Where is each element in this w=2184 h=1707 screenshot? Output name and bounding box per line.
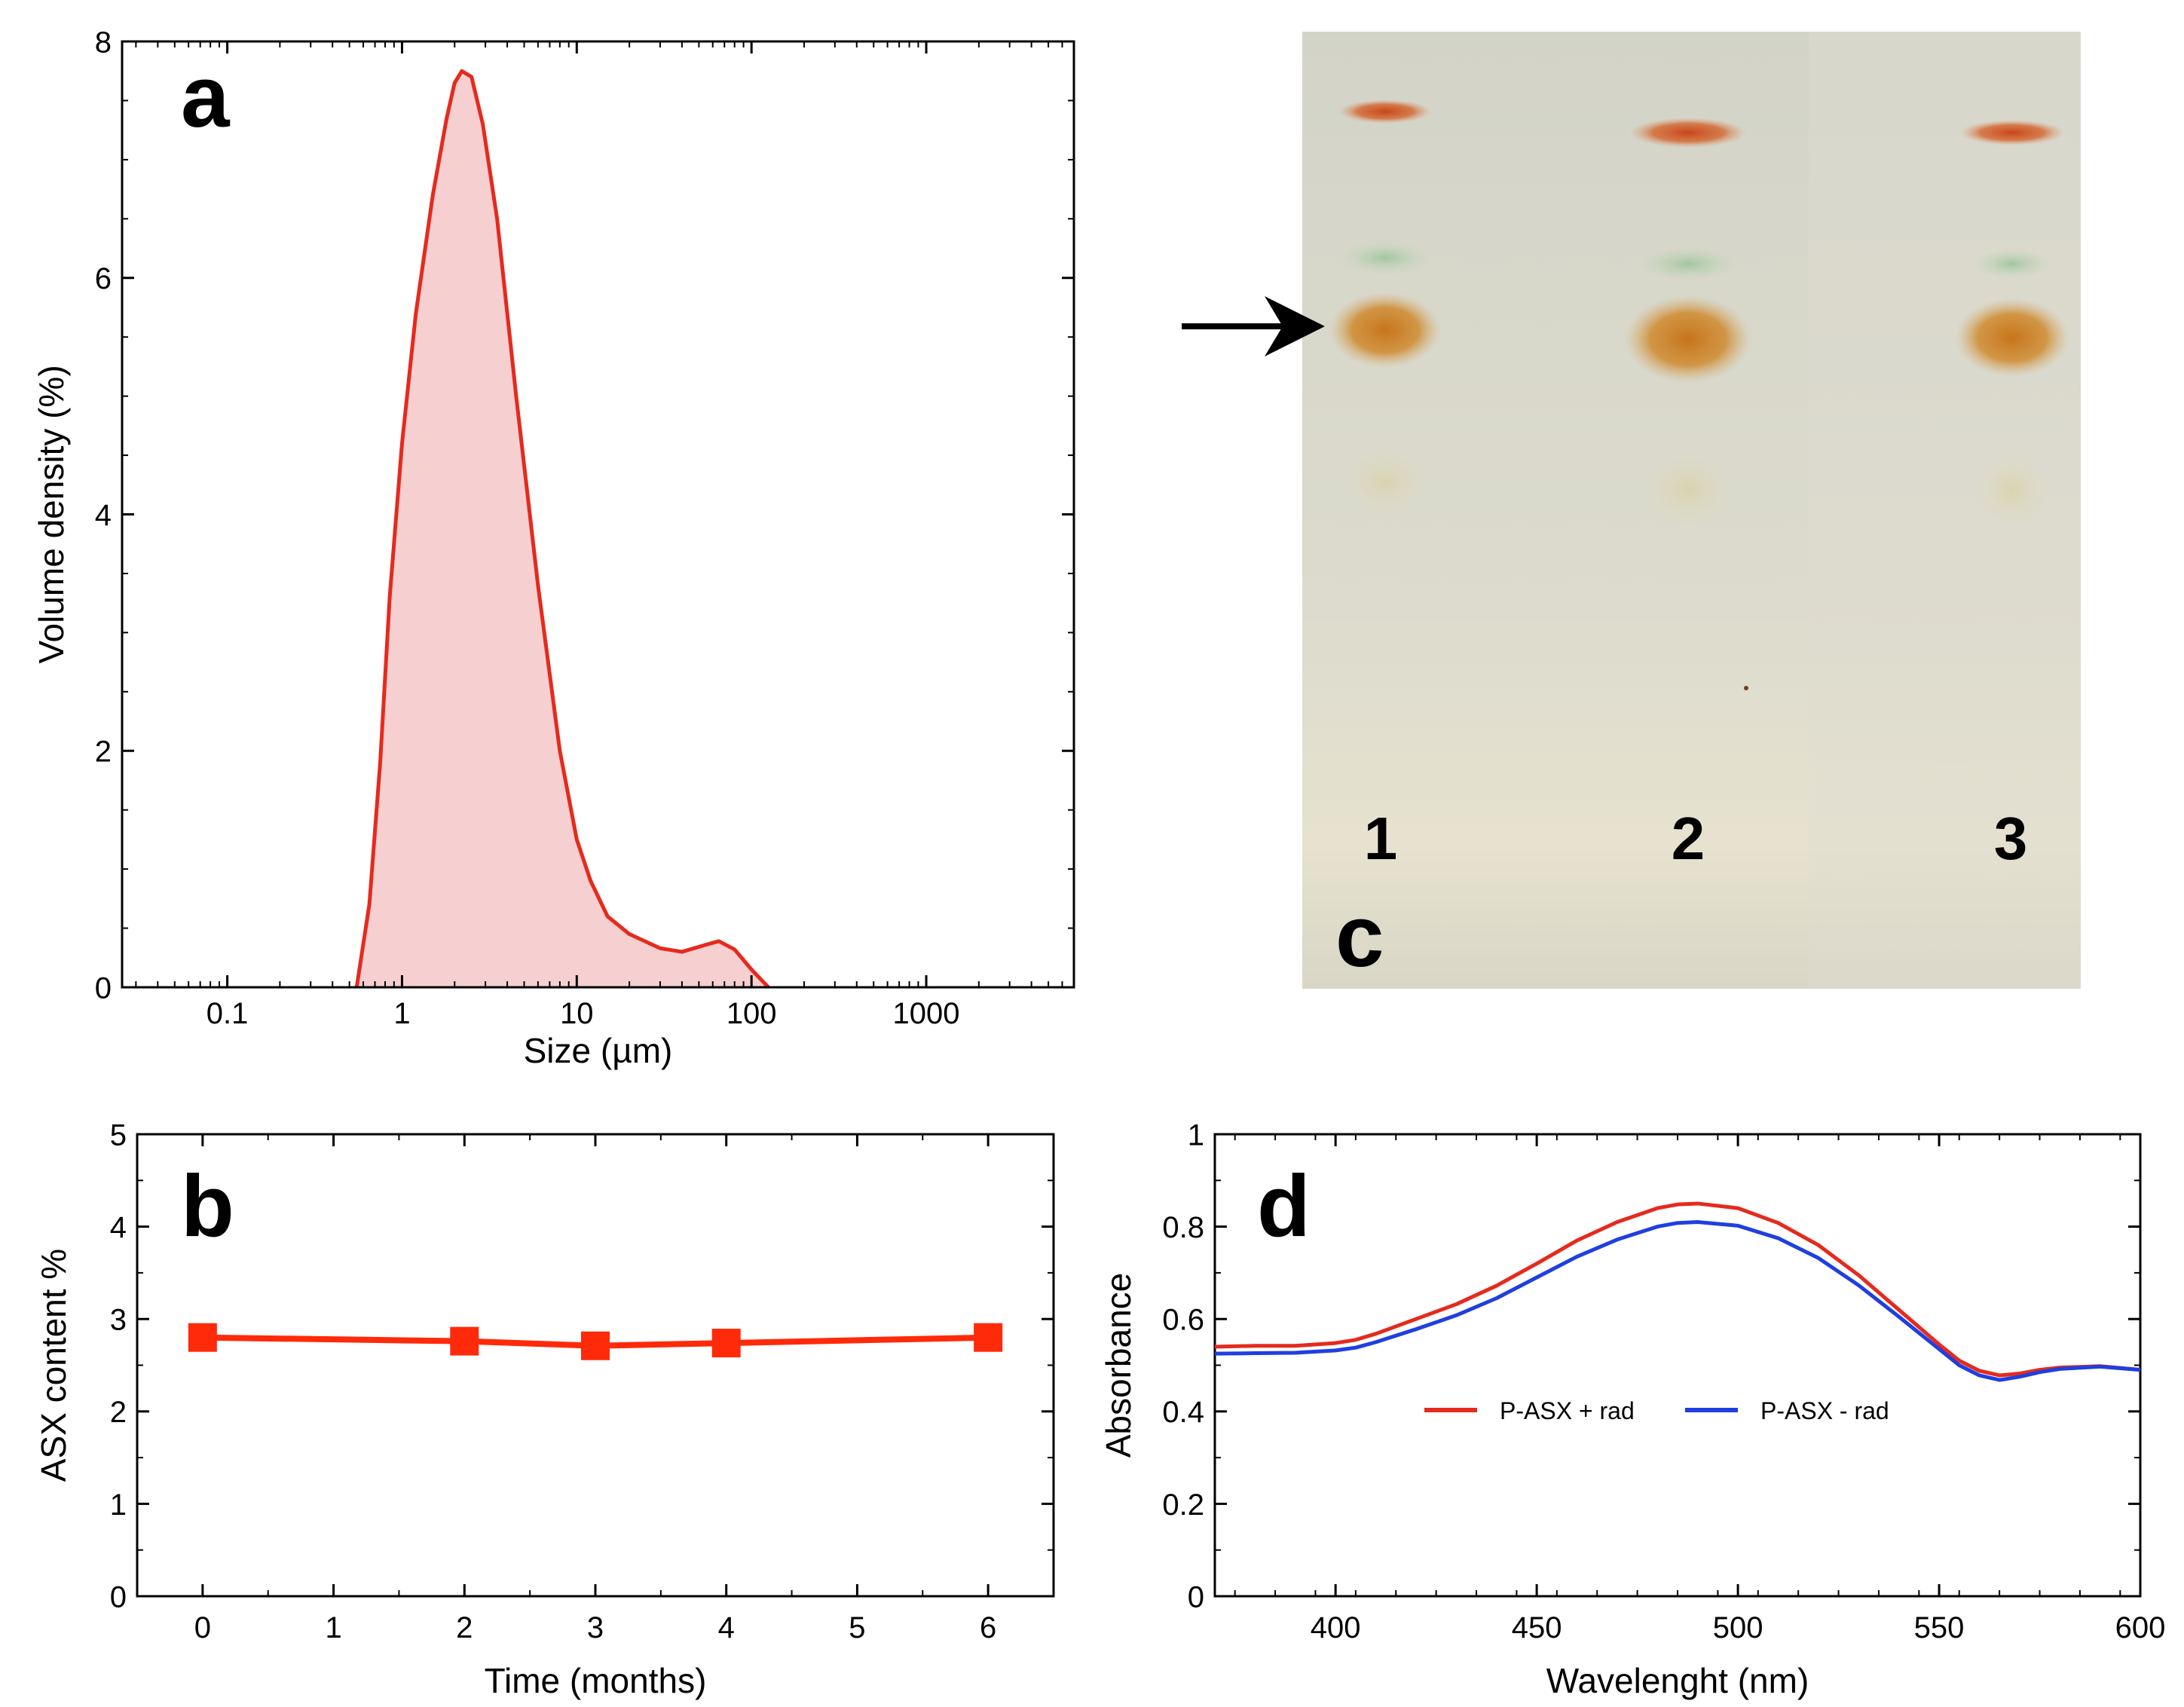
x-tick-label: 500 <box>1713 1611 1763 1644</box>
y-tick-label: 0.8 <box>1162 1211 1204 1244</box>
y-tick-label: 4 <box>95 499 112 532</box>
panel-a-letter: a <box>181 47 231 145</box>
tlc-band-lane1-green <box>1340 241 1430 274</box>
x-tick-label: 600 <box>2115 1611 2166 1644</box>
x-tick-label: 400 <box>1311 1611 1361 1644</box>
x-tick-label: 2 <box>456 1611 473 1644</box>
tlc-band-lane3-top <box>1959 120 2065 145</box>
asx-content-marker <box>711 1329 741 1358</box>
y-tick-label: 4 <box>110 1211 127 1244</box>
panel-a-plot-area: 0.1 1 10 100 1000 0 2 4 6 8 Size (µm) Volume densit… <box>32 26 1075 1070</box>
y-tick-label: 0.6 <box>1162 1304 1204 1337</box>
x-tick-label: 6 <box>980 1611 996 1644</box>
x-tick-label: 0.1 <box>206 997 249 1030</box>
panel-d-letter: d <box>1257 1157 1311 1255</box>
x-tick-label: 10 <box>560 997 594 1030</box>
panel-d-absorbance: 400 450 500 550 600 0 0.2 0.4 0.6 0.8 1 Wavelenght … <box>1099 1118 2165 1700</box>
tlc-band-lane1-pale <box>1344 448 1427 516</box>
y-tick-label: 0 <box>1188 1580 1204 1614</box>
legend-label-plus-rad: P-ASX + rad <box>1500 1397 1635 1424</box>
tlc-lane-label-1: 1 <box>1364 805 1398 872</box>
asx-content-marker <box>974 1323 1003 1352</box>
y-axis-title: Volume density (%) <box>32 365 71 663</box>
y-tick-label: 0.2 <box>1162 1488 1204 1522</box>
absorbance-series-1-line <box>1214 1201 2141 1378</box>
absorbance-series-2-line <box>1214 1219 2141 1382</box>
asx-content-marker <box>581 1331 610 1360</box>
panel-b-plot-area: 0 1 2 3 4 5 6 0 1 2 3 4 5 Time (months) ASX content % <box>34 1118 1055 1700</box>
x-axis-title: Wavelenght (nm) <box>1546 1661 1809 1700</box>
x-tick-label: 1 <box>325 1611 341 1644</box>
y-tick-label: 0 <box>95 971 112 1005</box>
asx-content-marker <box>188 1323 217 1352</box>
x-tick-label: 1 <box>393 997 410 1030</box>
tlc-lane-label-2: 2 <box>1672 805 1705 872</box>
x-tick-label: 550 <box>1914 1611 1965 1644</box>
tlc-band-lane3-pale <box>1974 454 2050 526</box>
tlc-band-lane2-top <box>1629 118 1747 148</box>
panel-c-tlc-plate: 1 2 3 c <box>1182 32 2081 989</box>
tlc-band-lane3-green <box>1973 249 2051 279</box>
x-tick-label: 0 <box>194 1611 211 1644</box>
x-tick-label: 1000 <box>893 997 960 1030</box>
tlc-lane-2 <box>1625 118 1751 528</box>
x-axis-title: Size (µm) <box>524 1031 673 1070</box>
x-tick-label: 4 <box>718 1611 735 1644</box>
plot-frame <box>121 40 1075 989</box>
y-tick-label: 5 <box>110 1118 127 1152</box>
y-tick-label: 3 <box>110 1304 127 1337</box>
tlc-lane-label-3: 3 <box>1994 805 2028 872</box>
panel-a-size-distribution: 0.1 1 10 100 1000 0 2 4 6 8 Size (µm) Volume densit… <box>32 26 1075 1070</box>
tlc-band-lane3-main <box>1955 298 2069 377</box>
y-tick-label: 6 <box>95 262 112 295</box>
panel-c-letter: c <box>1335 887 1384 985</box>
legend-label-minus-rad: P-ASX - rad <box>1760 1397 1889 1424</box>
y-tick-label: 0.4 <box>1162 1396 1204 1429</box>
tlc-band-lane2-pale <box>1643 452 1733 528</box>
tlc-lane-1 <box>1329 99 1441 516</box>
x-tick-label: 3 <box>587 1611 604 1644</box>
y-tick-label: 2 <box>95 736 112 769</box>
y-axis-title: ASX content % <box>34 1249 73 1482</box>
x-tick-label: 5 <box>849 1611 865 1644</box>
tlc-band-lane2-green <box>1640 247 1736 280</box>
tlc-band-lane1-main <box>1329 292 1441 368</box>
y-tick-label: 0 <box>110 1580 127 1614</box>
x-tick-label: 100 <box>726 997 777 1030</box>
asx-content-marker <box>450 1326 479 1356</box>
tlc-dust-speck <box>1744 686 1748 690</box>
tlc-band-lane2-main <box>1625 295 1751 383</box>
panel-d-plot-area: 400 450 500 550 600 0 0.2 0.4 0.6 0.8 1 Wavelenght … <box>1099 1118 2165 1700</box>
size-distribution-area <box>356 71 769 987</box>
y-tick-label: 1 <box>1188 1118 1204 1152</box>
x-axis-title: Time (months) <box>485 1661 707 1700</box>
y-axis-title: Absorbance <box>1099 1273 1138 1458</box>
tlc-lane-3 <box>1955 120 2069 526</box>
y-tick-label: 2 <box>110 1396 127 1429</box>
size-distribution-line <box>354 69 770 989</box>
x-tick-label: 450 <box>1512 1611 1562 1644</box>
y-tick-label: 1 <box>110 1488 127 1522</box>
plot-frame <box>136 1133 1055 1598</box>
y-tick-label: 8 <box>95 26 112 59</box>
tlc-band-lane1-top <box>1338 99 1432 124</box>
panel-b-letter: b <box>181 1157 234 1255</box>
